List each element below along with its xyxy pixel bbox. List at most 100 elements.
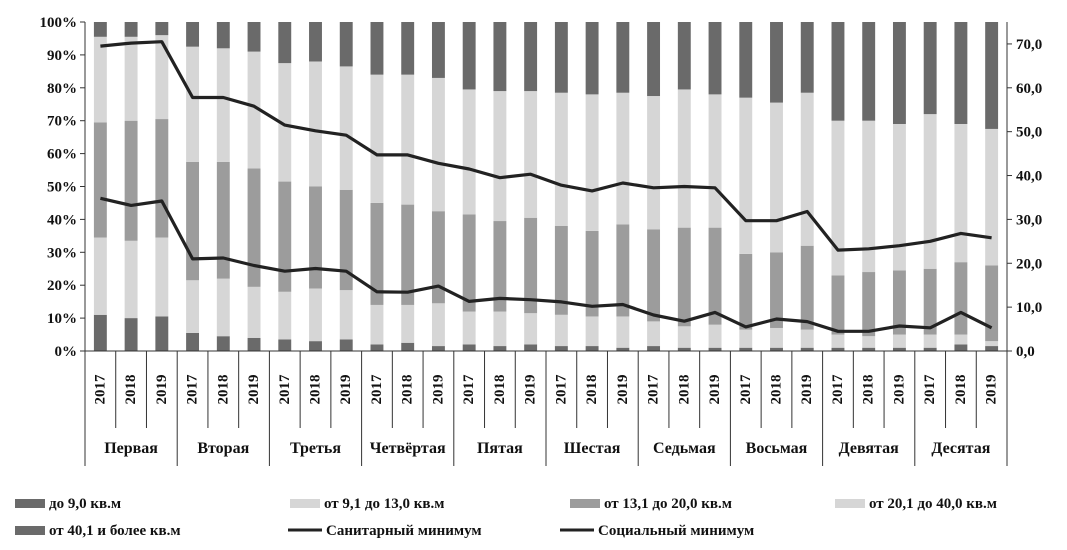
bar-segment-3 (862, 272, 876, 337)
bar-segment-1 (186, 332, 200, 351)
x-group-label: Десятая (931, 440, 990, 457)
bar-segment-5 (585, 22, 599, 95)
bar-segment-5 (339, 22, 353, 67)
bar-segment-1 (647, 346, 661, 351)
bar-segment-1 (431, 346, 445, 351)
bar-segment-5 (770, 22, 783, 103)
bar-segment-5 (401, 22, 415, 75)
bar-segment-2 (708, 324, 722, 348)
bar-segment-1 (862, 347, 876, 351)
bar-segment-3 (431, 211, 445, 304)
x-year-label: 2019 (615, 375, 631, 405)
bar-segment-3 (923, 268, 937, 335)
bar-segment-4 (401, 74, 415, 205)
y-left-tick-label: 0% (55, 344, 78, 360)
bar-segment-4 (647, 96, 661, 230)
bar-segment-4 (677, 89, 691, 228)
legend-swatch-2 (290, 499, 320, 508)
bar-segment-3 (216, 161, 230, 279)
bar-segment-1 (985, 346, 999, 351)
bar-segment-4 (585, 94, 599, 231)
legend-label: от 40,1 и более кв.м (49, 523, 181, 539)
bar-segment-5 (493, 22, 507, 92)
x-group-label: Пятая (477, 440, 523, 457)
bar-segment-3 (155, 119, 169, 238)
bar-segment-3 (954, 262, 968, 335)
bar-segment-5 (708, 22, 722, 95)
bar-segment-1 (770, 347, 783, 351)
bar-segment-4 (923, 114, 937, 269)
bar-segment-5 (216, 22, 230, 49)
x-year-label: 2019 (707, 375, 723, 405)
bar-segment-4 (800, 92, 814, 246)
legend-swatch-4 (835, 499, 865, 508)
bar-segment-4 (770, 102, 783, 253)
y-left-tick-label: 30% (47, 245, 77, 261)
bar-segment-1 (892, 347, 906, 351)
legend-label: Социальный минимум (598, 523, 754, 539)
x-year-label: 2018 (492, 375, 508, 405)
x-year-label: 2018 (308, 375, 324, 405)
bar-segment-4 (462, 89, 476, 215)
bar-segment-2 (339, 290, 353, 340)
x-year-label: 2018 (676, 375, 692, 405)
bar-segment-4 (155, 35, 169, 120)
bar-segment-1 (155, 316, 169, 351)
bar-segment-2 (370, 304, 384, 345)
bar-segment-3 (186, 161, 200, 281)
legend-swatch-3 (570, 499, 600, 508)
bar-segment-2 (309, 288, 322, 342)
bar-segment-4 (431, 77, 445, 212)
x-year-label: 2017 (922, 374, 938, 405)
bar-segment-5 (800, 22, 814, 93)
bar-segment-2 (770, 327, 783, 348)
bar-segment-1 (124, 318, 138, 351)
bar-segment-4 (985, 128, 999, 266)
bar-segment-3 (800, 245, 814, 330)
bar-segment-3 (647, 229, 661, 322)
bar-segment-3 (247, 168, 261, 287)
bar-segment-4 (309, 61, 322, 187)
x-group-label: Восьмая (746, 440, 808, 457)
bar-segment-2 (124, 240, 138, 319)
bar-segment-2 (247, 286, 261, 338)
bar-segment-1 (493, 346, 507, 351)
x-year-label: 2017 (553, 374, 569, 405)
bar-segment-1 (339, 339, 353, 351)
y-left-tick-label: 100% (40, 15, 78, 31)
bar-segment-2 (278, 291, 292, 340)
x-year-label: 2019 (799, 375, 815, 405)
bar-segment-3 (124, 120, 138, 241)
bar-segment-4 (954, 123, 968, 263)
bar-segment-2 (462, 311, 476, 345)
bar-segment-4 (616, 92, 630, 225)
bar-segment-1 (93, 314, 107, 351)
bar-segment-3 (493, 221, 507, 312)
y-right-tick-label: 20,0 (1016, 256, 1042, 272)
bar-segment-2 (216, 278, 230, 337)
bar-segment-3 (93, 122, 107, 238)
x-year-label: 2018 (400, 375, 416, 405)
bar-segment-3 (278, 181, 292, 292)
bar-segment-4 (862, 120, 876, 273)
y-right-tick-label: 30,0 (1016, 212, 1042, 228)
legend-swatch-1 (15, 499, 45, 508)
bar-segment-5 (739, 22, 753, 98)
x-year-label: 2017 (369, 374, 385, 405)
bar-segment-2 (554, 314, 568, 347)
bar-segment-3 (770, 252, 783, 328)
bar-segment-4 (892, 123, 906, 271)
series-line-2 (100, 196, 993, 333)
bar-segment-3 (401, 204, 415, 305)
bar-segment-4 (124, 36, 138, 121)
bar-segment-4 (739, 97, 753, 254)
bar-segment-3 (309, 186, 322, 289)
x-year-label: 2017 (185, 374, 201, 405)
x-year-label: 2019 (338, 375, 354, 405)
bar-segment-2 (923, 334, 937, 348)
x-group-label: Седьмая (653, 440, 716, 457)
x-group-label: Третья (290, 440, 341, 457)
bar-segment-1 (309, 341, 322, 351)
